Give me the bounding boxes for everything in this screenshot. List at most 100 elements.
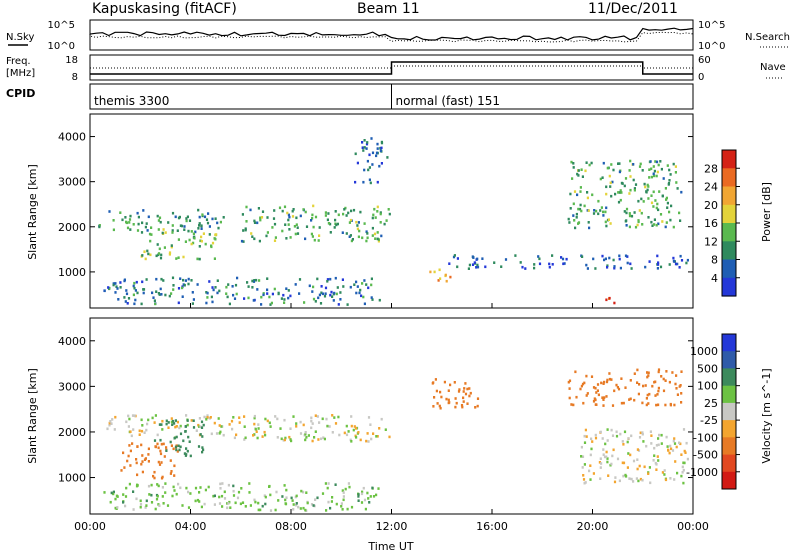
data-cell (210, 432, 213, 436)
data-cell (314, 215, 318, 219)
data-cell (364, 507, 367, 511)
data-cell (572, 202, 575, 206)
data-cell (340, 505, 343, 508)
data-cell (259, 218, 262, 222)
data-cell (649, 481, 652, 485)
colorbar-tick-label: 20 (704, 199, 718, 212)
data-cell (146, 422, 149, 426)
data-cell (260, 303, 263, 306)
data-cell (275, 490, 278, 494)
data-cell (640, 211, 643, 215)
data-cell (135, 497, 138, 501)
data-cell (654, 394, 657, 397)
data-cell (619, 432, 622, 436)
data-cell (304, 237, 307, 241)
data-cell (636, 223, 639, 227)
data-cell (356, 285, 359, 288)
data-cell (357, 495, 360, 498)
data-cell (568, 387, 571, 390)
freq-trace (90, 61, 693, 75)
data-cell (679, 219, 682, 222)
data-cell (125, 420, 128, 424)
data-cell (289, 438, 292, 441)
data-cell (374, 237, 377, 240)
data-cell (666, 445, 669, 448)
data-cell (156, 483, 159, 486)
data-cell (372, 432, 375, 435)
data-cell (361, 282, 364, 285)
data-cell (327, 222, 330, 225)
data-cell (169, 472, 172, 475)
data-cell (293, 225, 296, 228)
data-cell (580, 445, 583, 449)
data-cell (636, 467, 639, 471)
data-cell (290, 439, 293, 443)
data-cell (171, 229, 174, 232)
data-cell (357, 221, 360, 224)
data-cell (599, 177, 602, 181)
colorbar-swatch (722, 186, 736, 206)
data-cell (314, 498, 317, 501)
data-cell (652, 459, 655, 462)
nave-label: Nave (760, 62, 786, 73)
data-cell (376, 205, 379, 209)
data-cell (365, 147, 368, 150)
data-cell (647, 216, 650, 219)
data-cell (514, 254, 517, 257)
data-cell (605, 380, 609, 384)
data-cell (103, 491, 106, 494)
data-cell (133, 302, 136, 306)
data-cell (128, 218, 132, 221)
colorbar-tick-label: 100 (697, 380, 718, 393)
data-cell (379, 212, 382, 216)
data-cell (173, 422, 176, 425)
data-cell (259, 508, 262, 512)
data-cell (320, 291, 323, 295)
data-cell (682, 428, 686, 431)
velocity-frame (89, 317, 694, 515)
data-cell (318, 234, 321, 237)
data-cell (283, 484, 286, 487)
data-cell (159, 220, 162, 224)
data-cell (629, 159, 632, 163)
data-cell (601, 176, 604, 179)
data-cell (671, 449, 675, 452)
data-cell (356, 227, 359, 231)
data-cell (190, 419, 193, 422)
data-cell (172, 288, 175, 291)
data-cell (538, 262, 542, 266)
data-cell (252, 434, 255, 437)
data-cell (608, 174, 611, 178)
data-cell (204, 242, 207, 246)
data-cell (106, 427, 109, 431)
data-cell (229, 506, 232, 509)
data-cell (581, 466, 584, 469)
data-cell (680, 370, 683, 373)
data-cell (261, 435, 264, 438)
data-cell (238, 421, 241, 424)
data-cell (660, 442, 663, 445)
data-cell (287, 289, 290, 292)
data-cell (123, 466, 126, 469)
data-cell (463, 387, 466, 390)
data-cell (184, 454, 187, 457)
data-cell (379, 221, 382, 224)
data-cell (348, 221, 351, 224)
data-cell (314, 414, 317, 417)
data-cell (144, 257, 147, 261)
data-cell (220, 494, 224, 498)
data-cell (159, 449, 162, 453)
data-cell (319, 302, 323, 305)
data-cell (607, 218, 610, 221)
data-cell (228, 302, 231, 306)
data-cell (161, 428, 164, 431)
data-cell (362, 180, 365, 184)
data-cell (456, 265, 459, 269)
data-cell (295, 422, 298, 425)
data-cell (383, 222, 386, 226)
data-cell (602, 210, 605, 214)
data-cell (171, 211, 175, 215)
data-cell (366, 491, 369, 495)
data-cell (548, 262, 551, 266)
data-cell (432, 405, 435, 408)
